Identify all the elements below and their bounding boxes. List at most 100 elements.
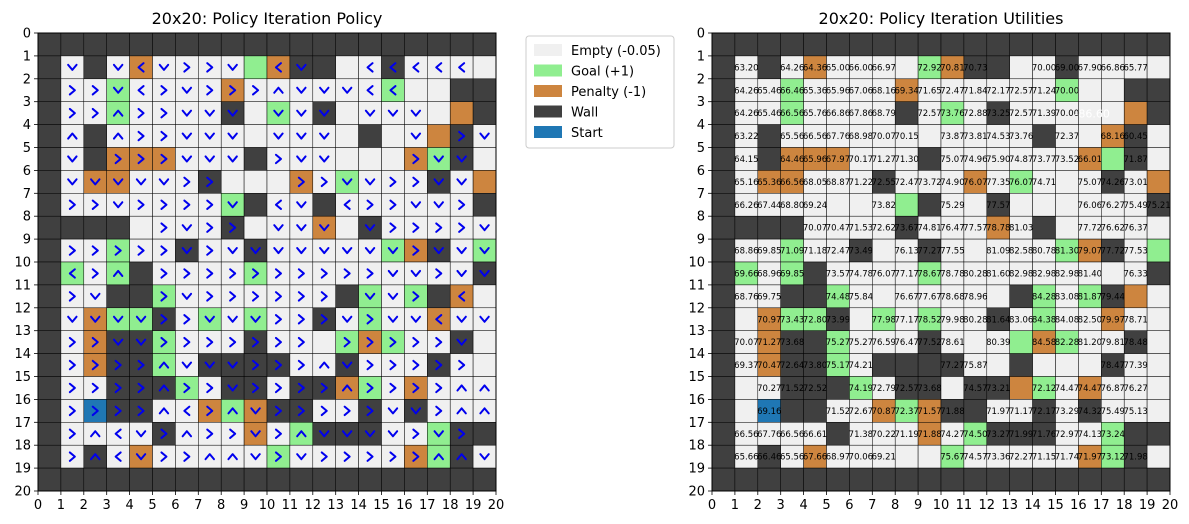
- grid-cell: [129, 399, 153, 423]
- grid-cell: [243, 124, 268, 148]
- x-tick-label: 8: [891, 498, 899, 513]
- policy-arrow: [412, 451, 420, 462]
- policy-arrow: [297, 336, 305, 348]
- policy-arrow: [114, 428, 122, 439]
- y-tick-label: 7: [23, 187, 31, 202]
- x-tick-label: 0: [708, 498, 716, 513]
- grid-cell: [472, 307, 497, 331]
- policy-arrow: [433, 430, 444, 438]
- utility-value: 73.24: [1101, 430, 1125, 440]
- grid-cell: [1078, 467, 1102, 492]
- policy-arrow: [112, 86, 124, 94]
- y-tick-label: 4: [697, 118, 705, 133]
- utility-value: 70.22: [872, 430, 896, 440]
- policy-arrow: [160, 336, 168, 348]
- policy-arrow: [479, 453, 490, 461]
- policy-arrow: [341, 247, 353, 255]
- policy-arrow: [412, 176, 420, 188]
- grid-cell: [266, 193, 291, 217]
- grid-cell: [1146, 330, 1171, 354]
- grid-cell: [106, 353, 130, 377]
- utility-value: 72.12: [1032, 384, 1056, 394]
- grid-cell: [1009, 284, 1033, 309]
- grid-cell: [335, 170, 359, 194]
- policy-arrow: [274, 451, 282, 462]
- utility-value: 75.07: [1078, 178, 1102, 188]
- policy-arrow: [112, 109, 124, 117]
- policy-arrow: [229, 291, 237, 302]
- grid-cell: [60, 376, 85, 400]
- y-tick-label: 2: [697, 72, 705, 87]
- policy-arrow: [227, 201, 238, 209]
- policy-arrow: [387, 109, 399, 117]
- policy-arrow: [135, 315, 147, 323]
- grid-cell: [152, 376, 176, 400]
- utility-value: 71.09: [780, 247, 804, 257]
- y-tick-label: 13: [14, 324, 31, 339]
- policy-arrow: [389, 336, 397, 348]
- grid-cell: [289, 170, 314, 194]
- grid-cell: [220, 55, 245, 80]
- utility-value: 74.50: [963, 430, 987, 440]
- utility-value: 65.66: [734, 453, 758, 463]
- grid-cell: [289, 32, 314, 57]
- grid-cell: [152, 32, 176, 57]
- utility-value: 70.00: [1055, 109, 1079, 119]
- x-tick-label: 2: [80, 498, 88, 513]
- utility-value: 71.38: [849, 430, 873, 440]
- grid-cell: [757, 124, 781, 148]
- y-tick-label: 9: [697, 233, 705, 248]
- utility-value: 65.77: [1123, 63, 1147, 73]
- policy-arrow: [412, 382, 420, 394]
- utility-value: 71.74: [1055, 453, 1079, 463]
- grid-cell: [711, 307, 736, 331]
- utility-value: 71.27: [757, 338, 781, 348]
- y-tick-label: 12: [14, 301, 31, 316]
- grid-cell: [449, 170, 474, 194]
- policy-arrow: [341, 86, 353, 94]
- grid-cell: [1123, 422, 1148, 446]
- utility-value: 67.66: [803, 453, 827, 463]
- grid-cell: [335, 399, 359, 423]
- policy-arrow: [435, 359, 443, 371]
- policy-arrow: [206, 245, 214, 256]
- grid-cell: [37, 147, 62, 171]
- grid-cell: [917, 124, 942, 148]
- grid-cell: [129, 467, 153, 492]
- legend-label: Goal (+1): [571, 65, 634, 80]
- utility-value: 84.38: [1032, 315, 1056, 325]
- utility-value: 74.71: [1032, 178, 1056, 188]
- grid-cell: [1146, 78, 1171, 102]
- grid-cell: [152, 330, 176, 354]
- grid-cell: [335, 353, 359, 377]
- x-tick-label: 6: [171, 498, 179, 513]
- utility-value: 73.82: [872, 201, 896, 211]
- policy-arrow: [366, 199, 374, 210]
- grid-cell: [381, 330, 405, 354]
- grid-cell: [1032, 353, 1056, 377]
- grid-cell: [381, 353, 405, 377]
- utility-value: 73.76: [1009, 132, 1033, 142]
- grid-cell: [472, 376, 497, 400]
- utility-value: 72.57: [894, 384, 918, 394]
- grid-cell: [427, 124, 451, 148]
- grid-cell: [734, 376, 759, 400]
- policy-arrow: [435, 336, 443, 348]
- y-tick-label: 18: [688, 439, 705, 454]
- grid-cell: [152, 261, 176, 286]
- grid-cell: [266, 78, 291, 102]
- utility-value: 64.15: [734, 155, 758, 165]
- utility-value: 66.00: [849, 63, 873, 73]
- policy-arrow: [456, 338, 467, 346]
- grid-cell: [963, 467, 988, 492]
- utility-value: 70.81: [940, 63, 964, 73]
- grid-cell: [266, 147, 291, 171]
- grid-cell: [312, 78, 336, 102]
- grid-cell: [894, 101, 919, 125]
- grid-cell: [780, 467, 804, 492]
- policy-arrow: [183, 451, 191, 462]
- utility-value: 64.26: [780, 63, 804, 73]
- grid-cell: [826, 422, 850, 446]
- grid-cell: [335, 32, 359, 57]
